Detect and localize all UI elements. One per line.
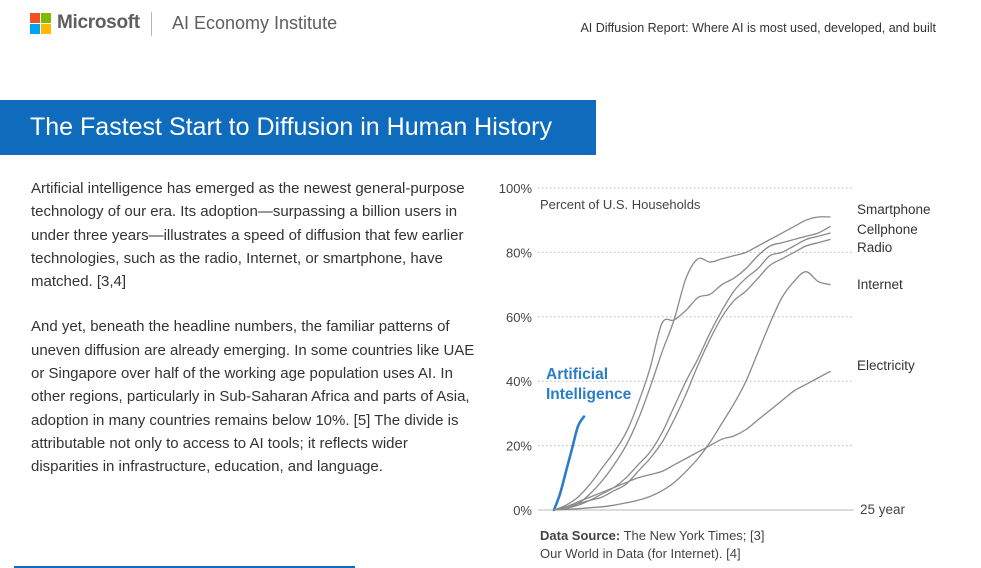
section-title-banner: The Fastest Start to Diffusion in Human … — [0, 100, 596, 155]
y-tick-label: 60% — [506, 310, 532, 325]
source-line-1: The New York Times; [3] — [623, 528, 765, 543]
series-end-label: Internet — [857, 277, 903, 292]
series-line-cellphone — [553, 238, 831, 511]
diffusion-line-chart: 0% 20% 40% 60% 80% 100% Percent of U.S. House… — [499, 181, 930, 518]
y-tick-label: 40% — [506, 374, 532, 389]
y-tick-label: 100% — [499, 181, 533, 196]
series-end-label: Smartphone — [857, 202, 930, 217]
chart-y-tick-labels: 0% 20% 40% 60% 80% 100% — [499, 181, 533, 518]
chart-source: Data Source: The New York Times; [3] Our… — [540, 527, 765, 563]
report-title: AI Diffusion Report: Where AI is most us… — [580, 21, 936, 35]
series-line-artificial-intelligence — [552, 415, 586, 512]
series-end-label: Electricity — [857, 358, 915, 373]
brand-name: Microsoft — [57, 12, 140, 33]
chart-gridlines — [538, 187, 854, 511]
chart-y-axis-title: Percent of U.S. Households — [540, 197, 701, 212]
series-line-series-7 — [553, 370, 831, 511]
section-title: The Fastest Start to Diffusion in Human … — [30, 113, 552, 141]
y-tick-label: 20% — [506, 439, 532, 454]
page-header: Microsoft AI Economy Institute AI Diffus… — [0, 0, 981, 50]
y-tick-label: 0% — [513, 503, 532, 518]
series-line-internet — [553, 216, 831, 511]
ai-series-label: Intelligence — [546, 386, 632, 403]
series-line-radio — [553, 225, 831, 511]
series-line-smartphone — [553, 232, 831, 511]
chart-x-end-label: 25 year — [860, 502, 906, 517]
footnote-divider — [14, 566, 355, 568]
body-text: Artificial intelligence has emerged as t… — [31, 177, 476, 479]
y-tick-label: 80% — [506, 245, 532, 260]
chart-series-labels: Artificial Intelligence Smartphone Cellphon… — [546, 202, 930, 403]
microsoft-logo-icon — [30, 13, 51, 34]
series-end-label: Radio — [857, 240, 892, 255]
chart-series-lines — [552, 216, 831, 512]
ai-series-label: Artificial — [546, 366, 608, 383]
body-paragraph-1: Artificial intelligence has emerged as t… — [31, 180, 465, 291]
header-divider — [151, 12, 152, 36]
source-line-2: Our World in Data (for Internet). [4] — [540, 546, 741, 561]
series-end-label: Cellphone — [857, 222, 918, 237]
source-label: Data Source: — [540, 528, 621, 543]
body-paragraph-2: And yet, beneath the headline numbers, t… — [31, 318, 475, 476]
institute-name: AI Economy Institute — [172, 13, 338, 33]
series-line-electricity — [553, 271, 831, 511]
